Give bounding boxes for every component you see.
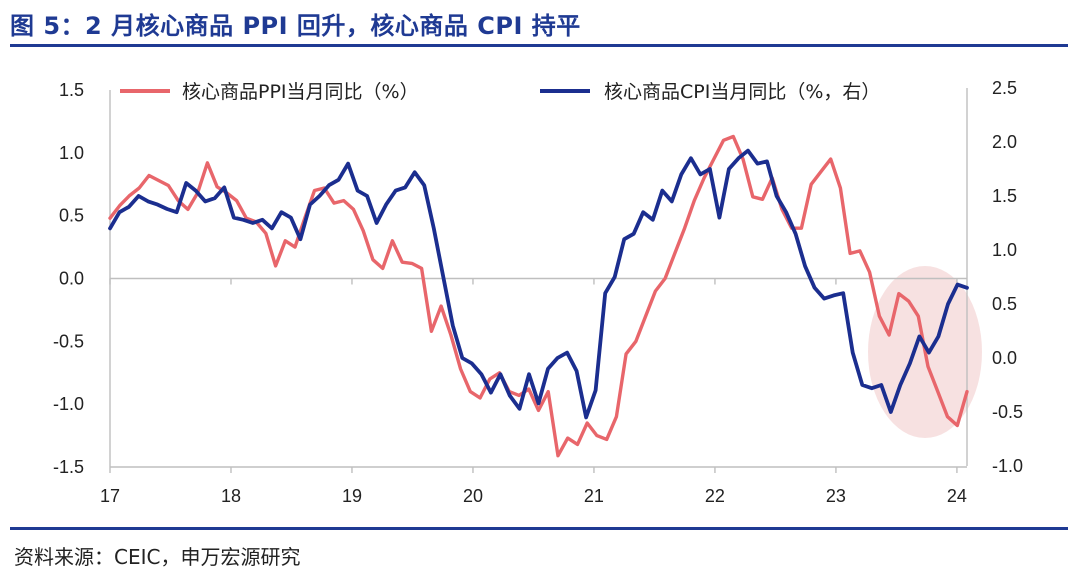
footer-rule [10, 527, 1068, 530]
left-tick-label: -0.5 [53, 331, 84, 351]
left-tick-label: 1.0 [59, 143, 84, 163]
figure-title: 图 5：2 月核心商品 PPI 回升，核心商品 CPI 持平 [10, 12, 581, 40]
x-tick-label: 18 [221, 486, 241, 506]
right-tick-label: 1.0 [992, 240, 1017, 260]
right-tick-label: 0.5 [992, 294, 1017, 314]
x-tick-label: 24 [947, 486, 967, 506]
legend-label: 核心商品PPI当月同比（%） [182, 81, 419, 103]
right-tick-label: 2.5 [992, 78, 1017, 98]
right-tick-label: -0.5 [992, 402, 1023, 422]
right-tick-label: 0.0 [992, 348, 1017, 368]
left-tick-label: 1.5 [59, 80, 84, 100]
right-tick-label: 2.0 [992, 132, 1017, 152]
right-tick-label: -1.0 [992, 456, 1023, 476]
right-tick-label: 1.5 [992, 186, 1017, 206]
left-tick-label: -1.0 [53, 394, 84, 414]
x-tick-label: 19 [342, 486, 362, 506]
series-line-core-goods-cpi [108, 148, 969, 420]
x-tick-label: 21 [584, 486, 604, 506]
left-tick-label: 0.0 [59, 269, 84, 289]
source-note: 资料来源：CEIC，申万宏源研究 [14, 545, 301, 569]
x-tick-label: 22 [705, 486, 725, 506]
title-rule [10, 44, 1068, 47]
x-tick-label: 23 [826, 486, 846, 506]
series-line-core-goods-ppi [108, 134, 969, 458]
legend-label: 核心商品CPI当月同比（%，右） [604, 81, 880, 103]
left-tick-label: 0.5 [59, 206, 84, 226]
x-tick-label: 20 [463, 486, 483, 506]
x-tick-label: 17 [100, 486, 120, 506]
left-tick-label: -1.5 [53, 457, 84, 477]
